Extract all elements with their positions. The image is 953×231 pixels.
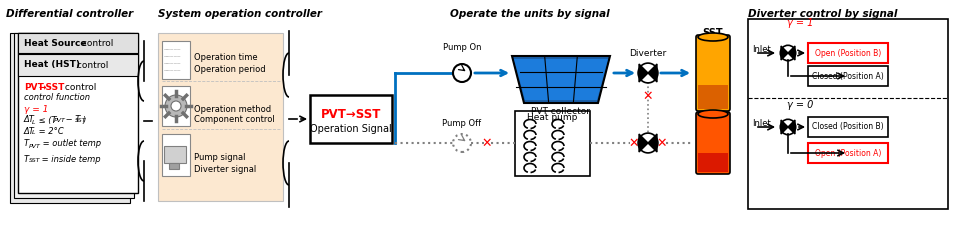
Text: PVT: PVT xyxy=(54,118,66,122)
Text: control: control xyxy=(79,39,113,48)
Circle shape xyxy=(453,134,471,152)
Polygon shape xyxy=(514,59,607,100)
Text: —————: ————— xyxy=(164,47,181,51)
Text: Operate the units by signal: Operate the units by signal xyxy=(450,9,609,19)
Text: = outlet temp: = outlet temp xyxy=(40,140,101,149)
Text: Heat pump: Heat pump xyxy=(526,113,577,122)
Text: Closed (Position A): Closed (Position A) xyxy=(811,72,882,80)
Text: γ = 1: γ = 1 xyxy=(24,104,49,113)
Text: —————: ————— xyxy=(164,61,181,65)
FancyBboxPatch shape xyxy=(164,146,186,163)
Ellipse shape xyxy=(698,110,727,118)
FancyBboxPatch shape xyxy=(698,153,727,172)
FancyBboxPatch shape xyxy=(807,117,887,137)
FancyBboxPatch shape xyxy=(515,111,589,176)
Text: ΔT: ΔT xyxy=(24,127,35,136)
Text: Operation method: Operation method xyxy=(193,104,271,113)
FancyBboxPatch shape xyxy=(696,35,729,111)
Text: Heat (HST): Heat (HST) xyxy=(24,61,80,70)
Text: control: control xyxy=(74,61,109,70)
FancyBboxPatch shape xyxy=(18,33,138,53)
Text: PVT→SST: PVT→SST xyxy=(320,109,381,122)
Text: control: control xyxy=(62,82,96,91)
Text: T: T xyxy=(24,155,30,164)
Text: Inlet: Inlet xyxy=(752,119,771,128)
Text: Operation time: Operation time xyxy=(193,54,257,63)
Text: γ = 1: γ = 1 xyxy=(786,18,812,28)
Text: ): ) xyxy=(83,116,86,125)
FancyBboxPatch shape xyxy=(14,33,133,198)
Text: Pump On: Pump On xyxy=(442,43,480,52)
Polygon shape xyxy=(639,134,657,152)
FancyBboxPatch shape xyxy=(10,33,130,203)
Circle shape xyxy=(171,101,181,111)
Text: ✕: ✕ xyxy=(628,137,639,149)
Text: System operation controller: System operation controller xyxy=(158,9,322,19)
Text: HST: HST xyxy=(701,96,723,106)
Text: →SST: →SST xyxy=(38,82,64,91)
FancyBboxPatch shape xyxy=(698,85,727,109)
Text: Inlet: Inlet xyxy=(752,45,771,54)
Text: Differential controller: Differential controller xyxy=(6,9,133,19)
FancyBboxPatch shape xyxy=(169,163,179,169)
Polygon shape xyxy=(781,46,794,60)
Text: L: L xyxy=(32,131,35,136)
FancyBboxPatch shape xyxy=(696,112,729,174)
Text: L: L xyxy=(32,119,35,125)
FancyBboxPatch shape xyxy=(162,86,190,126)
Text: PVT: PVT xyxy=(29,143,41,149)
Text: Closed (Position B): Closed (Position B) xyxy=(811,122,882,131)
Ellipse shape xyxy=(698,33,727,41)
FancyBboxPatch shape xyxy=(807,43,887,63)
FancyBboxPatch shape xyxy=(158,33,283,201)
FancyBboxPatch shape xyxy=(162,41,190,79)
Text: SST: SST xyxy=(75,118,87,122)
Text: ✕: ✕ xyxy=(656,137,666,149)
Text: Heat Source: Heat Source xyxy=(24,39,87,48)
Text: Diverter signal: Diverter signal xyxy=(193,164,256,173)
Text: Open (Position B): Open (Position B) xyxy=(814,49,881,58)
Polygon shape xyxy=(781,120,794,134)
Text: Operation period: Operation period xyxy=(193,64,265,73)
FancyBboxPatch shape xyxy=(807,143,887,163)
Text: control function: control function xyxy=(24,94,90,103)
Text: − T: − T xyxy=(63,116,80,125)
Polygon shape xyxy=(639,64,657,82)
Text: —————: ————— xyxy=(164,54,181,58)
Text: Component control: Component control xyxy=(193,116,274,125)
Text: Open (Position A): Open (Position A) xyxy=(814,149,881,158)
Text: Diverter control by signal: Diverter control by signal xyxy=(747,9,897,19)
FancyBboxPatch shape xyxy=(18,33,138,193)
Text: = 2°C: = 2°C xyxy=(36,127,64,136)
Text: SST: SST xyxy=(29,158,41,164)
Text: PVT: PVT xyxy=(24,82,44,91)
Text: —————: ————— xyxy=(164,68,181,72)
Circle shape xyxy=(165,95,187,117)
Text: ΔT: ΔT xyxy=(24,116,35,125)
Text: T: T xyxy=(24,140,30,149)
Text: Operation Signal: Operation Signal xyxy=(310,124,392,134)
FancyBboxPatch shape xyxy=(162,134,190,176)
Text: PVT collector: PVT collector xyxy=(531,106,590,116)
Text: Pump Off: Pump Off xyxy=(442,119,481,128)
FancyBboxPatch shape xyxy=(18,54,138,76)
Text: Diverter: Diverter xyxy=(629,49,666,58)
Text: ✕: ✕ xyxy=(642,89,653,103)
Text: Pump signal: Pump signal xyxy=(193,152,245,161)
Text: ✕: ✕ xyxy=(481,137,492,149)
FancyBboxPatch shape xyxy=(310,95,392,143)
Text: ≤ (T: ≤ (T xyxy=(36,116,56,125)
Text: = inside temp: = inside temp xyxy=(39,155,100,164)
Polygon shape xyxy=(512,56,609,103)
FancyBboxPatch shape xyxy=(747,19,947,209)
Text: SST: SST xyxy=(702,28,722,38)
Circle shape xyxy=(453,64,471,82)
Text: γ = 0: γ = 0 xyxy=(786,100,812,110)
FancyBboxPatch shape xyxy=(807,66,887,86)
